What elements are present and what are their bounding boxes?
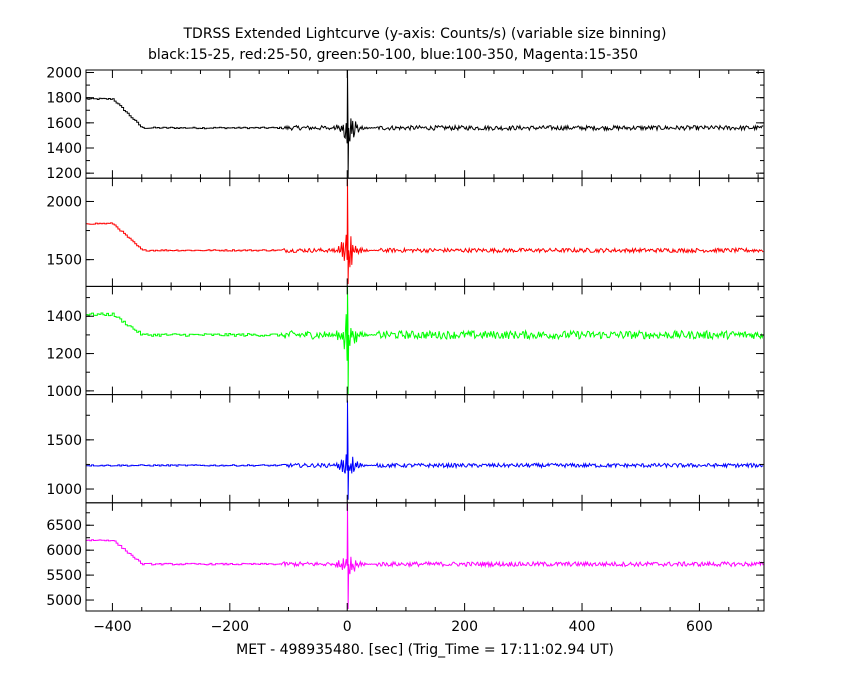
panel-0: 1200 1400 1600 1800 2000 xyxy=(46,66,765,182)
series-line-2 xyxy=(86,286,764,395)
ytick-label-4-0: 5000 xyxy=(46,593,82,609)
panel-frame-0 xyxy=(85,69,765,179)
x-axis-label: MET - 498935480. [sec] (Trig_Time = 17:1… xyxy=(236,642,614,658)
series-line-4 xyxy=(86,503,764,610)
x-axis: −400 −200 0 200 400 600 xyxy=(93,619,713,635)
series-line-0 xyxy=(86,69,764,179)
chart-subtitle: black:15-25, red:25-50, green:50-100, bl… xyxy=(148,47,638,63)
xtick-label-0: −400 xyxy=(93,619,131,635)
ytick-label-1-0: 1500 xyxy=(46,253,82,269)
ytick-label-3-0: 1000 xyxy=(46,482,82,498)
xtick-label-5: 600 xyxy=(686,619,713,635)
panels-group: 1200 1400 1600 1800 2000 1500 2000 1000 1200 1400… xyxy=(46,66,765,612)
xtick-label-3: 200 xyxy=(451,619,478,635)
ytick-label-0-0: 1200 xyxy=(46,166,82,182)
panel-frame-4 xyxy=(85,502,765,612)
xtick-label-4: 400 xyxy=(569,619,596,635)
chart-title: TDRSS Extended Lightcurve (y-axis: Count… xyxy=(182,26,666,42)
ytick-label-0-4: 2000 xyxy=(46,66,82,82)
ytick-label-0-2: 1600 xyxy=(46,116,82,132)
series-line-1 xyxy=(86,179,764,285)
panel-3: 1000 1500 xyxy=(46,394,765,504)
panel-2: 1000 1200 1400 xyxy=(46,285,765,400)
ytick-label-0-1: 1400 xyxy=(46,141,82,157)
xtick-label-2: 0 xyxy=(343,619,352,635)
panel-1: 1500 2000 xyxy=(46,177,765,287)
panel-frame-2 xyxy=(85,285,765,396)
ytick-label-2-2: 1400 xyxy=(46,309,82,325)
panel-4: 5000 5500 6000 6500 xyxy=(46,502,765,612)
xtick-label-1: −200 xyxy=(211,619,249,635)
ytick-label-1-1: 2000 xyxy=(46,194,82,210)
ytick-label-4-3: 6500 xyxy=(46,518,82,534)
panel-frame-1 xyxy=(85,177,765,287)
series-line-3 xyxy=(86,400,764,500)
ytick-label-4-1: 5500 xyxy=(46,568,82,584)
ytick-label-2-0: 1000 xyxy=(46,384,82,400)
ytick-label-2-1: 1200 xyxy=(46,347,82,363)
ytick-label-0-3: 1800 xyxy=(46,91,82,107)
ytick-label-4-2: 6000 xyxy=(46,543,82,559)
ytick-label-3-1: 1500 xyxy=(46,433,82,449)
panel-frame-3 xyxy=(85,394,765,504)
